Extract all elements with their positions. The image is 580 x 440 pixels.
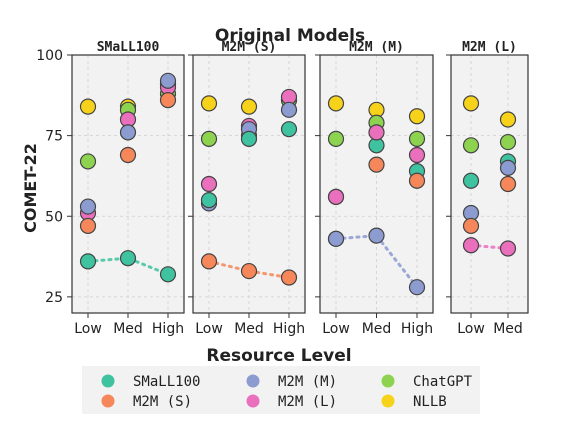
point-m2m-s bbox=[368, 156, 385, 173]
point-nllb bbox=[240, 98, 258, 115]
point-chatgpt bbox=[462, 137, 480, 154]
series-line-small100 bbox=[86, 256, 170, 276]
x-tick-label: High bbox=[401, 321, 433, 337]
chart-title: Original Models bbox=[215, 26, 365, 46]
point-m2m-s bbox=[200, 253, 218, 270]
panel-m2m-l: M2M (L) Low Med bbox=[446, 40, 529, 337]
point-small100 bbox=[159, 266, 177, 283]
legend-label-m2m-m: M2M (M) bbox=[278, 374, 337, 390]
panel-title: M2M (L) bbox=[462, 40, 517, 55]
y-tick-label: 50 bbox=[45, 209, 63, 225]
panel-title: M2M (M) bbox=[349, 40, 404, 55]
x-tick-label: Med bbox=[113, 321, 143, 337]
point-small100 bbox=[119, 250, 137, 267]
x-tick-label: Low bbox=[322, 321, 350, 337]
x-tick-label: High bbox=[273, 321, 305, 337]
point-chatgpt bbox=[327, 130, 345, 147]
point-m2m-s bbox=[408, 172, 426, 189]
y-tick-label: 25 bbox=[45, 290, 63, 306]
y-axis-label: COMET-22 bbox=[21, 143, 40, 233]
point-m2m-m bbox=[408, 279, 426, 296]
x-tick-label: Med bbox=[493, 321, 523, 337]
legend-marker-small100 bbox=[101, 374, 115, 388]
legend-label-m2m-s: M2M (S) bbox=[133, 394, 192, 410]
point-nllb bbox=[200, 95, 218, 112]
point-nllb bbox=[408, 108, 426, 125]
point-nllb bbox=[327, 95, 345, 112]
legend-background bbox=[82, 366, 480, 414]
legend-label-chatgpt: ChatGPT bbox=[413, 374, 473, 390]
point-small100 bbox=[200, 192, 218, 209]
point-small100 bbox=[79, 253, 97, 270]
y-tick-label: 75 bbox=[45, 129, 63, 145]
point-m2m-l bbox=[327, 188, 345, 205]
panel-frame bbox=[450, 54, 529, 314]
legend-label-small100: SMaLL100 bbox=[133, 374, 200, 390]
panel-title: M2M (S) bbox=[222, 40, 277, 55]
point-nllb bbox=[462, 95, 480, 112]
point-m2m-l bbox=[499, 240, 517, 257]
y-tick-label: 100 bbox=[36, 48, 63, 64]
panels: SMaLL100 25 50 75 100 Low Med High M2M (S) Low Med… bbox=[36, 40, 529, 337]
legend-marker-m2m-m bbox=[246, 374, 260, 388]
point-m2m-l bbox=[462, 237, 480, 254]
point-m2m-s bbox=[159, 92, 177, 109]
point-m2m-l bbox=[368, 124, 385, 141]
panel-small100: SMaLL100 25 50 75 100 Low Med High bbox=[36, 40, 185, 337]
legend-marker-nllb bbox=[381, 394, 395, 408]
point-chatgpt bbox=[200, 130, 218, 147]
point-chatgpt bbox=[408, 130, 426, 147]
point-m2m-l bbox=[408, 146, 426, 164]
point-m2m-s bbox=[499, 175, 517, 193]
point-m2m-m bbox=[327, 230, 345, 247]
x-tick-label: Low bbox=[74, 321, 102, 337]
point-small100 bbox=[240, 130, 258, 147]
point-m2m-m bbox=[499, 159, 517, 176]
point-m2m-l bbox=[200, 175, 218, 193]
plot-background bbox=[451, 55, 528, 313]
point-nllb bbox=[79, 98, 97, 115]
point-m2m-m bbox=[280, 101, 298, 118]
point-chatgpt bbox=[499, 133, 517, 151]
point-m2m-s bbox=[280, 269, 298, 286]
x-tick-label: Low bbox=[457, 321, 485, 337]
legend-label-m2m-l: M2M (L) bbox=[278, 394, 337, 410]
x-tick-label: Low bbox=[195, 321, 223, 337]
legend: SMaLL100 M2M (S) M2M (M) M2M (L) ChatGPT NLLB bbox=[82, 366, 480, 414]
legend-marker-m2m-s bbox=[101, 394, 115, 408]
point-m2m-m bbox=[368, 227, 385, 244]
panel-title: SMaLL100 bbox=[97, 40, 160, 55]
point-m2m-s bbox=[119, 146, 137, 164]
x-tick-label: Med bbox=[234, 321, 264, 337]
point-m2m-m bbox=[119, 124, 137, 141]
point-small100 bbox=[280, 121, 298, 138]
panel-m2m-m: M2M (M) Low Med High bbox=[315, 40, 434, 337]
legend-marker-m2m-l bbox=[246, 394, 260, 408]
legend-marker-chatgpt bbox=[381, 374, 395, 388]
x-axis-label: Resource Level bbox=[206, 346, 351, 366]
point-m2m-s bbox=[462, 217, 480, 235]
point-m2m-m bbox=[159, 72, 177, 89]
point-m2m-s bbox=[240, 262, 258, 280]
point-m2m-m bbox=[79, 198, 97, 215]
point-m2m-s bbox=[79, 217, 97, 235]
x-tick-label: High bbox=[152, 321, 184, 337]
panel-m2m-s: M2M (S) Low Med High bbox=[188, 40, 306, 337]
point-small100 bbox=[462, 172, 480, 189]
legend-label-nllb: NLLB bbox=[413, 394, 447, 410]
point-chatgpt bbox=[79, 153, 97, 170]
point-nllb bbox=[499, 111, 517, 128]
x-tick-label: Med bbox=[362, 321, 392, 337]
